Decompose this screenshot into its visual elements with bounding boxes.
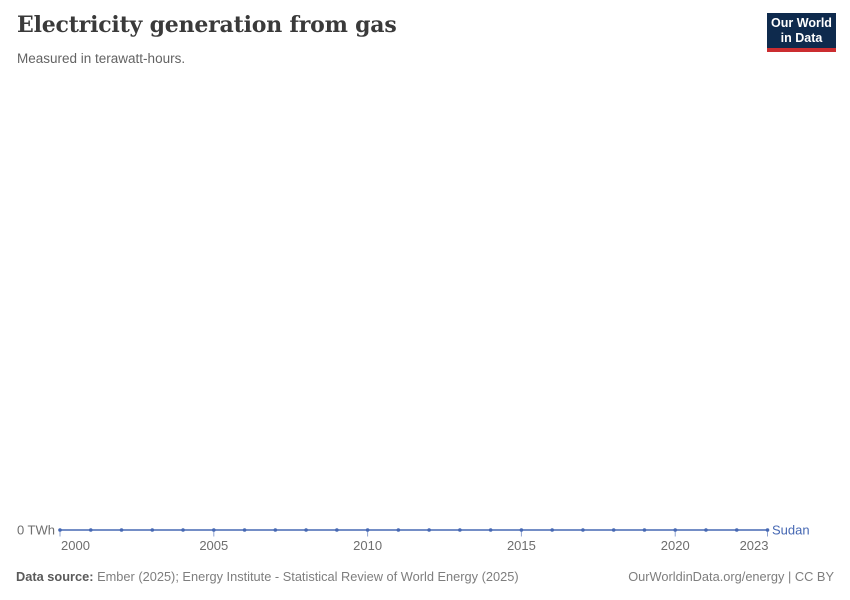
data-point[interactable] [581,528,585,532]
data-point[interactable] [765,528,770,532]
data-source-note: Data source: Ember (2025); Energy Instit… [16,569,519,584]
data-point[interactable] [119,528,124,532]
data-point[interactable] [365,528,370,532]
owid-logo[interactable]: Our World in Data [767,13,836,52]
data-point[interactable] [611,528,616,532]
data-point[interactable] [458,528,462,532]
owid-logo-line1: Our World [771,15,832,30]
data-point[interactable] [519,528,524,532]
x-axis-tick-label: 2000 [61,538,90,553]
data-point[interactable] [273,528,278,532]
x-axis-tick-label: 2010 [353,538,382,553]
y-axis-zero-label: 0 TWh [17,523,55,538]
data-point[interactable] [242,528,247,532]
data-point[interactable] [181,528,185,532]
data-point[interactable] [88,528,93,532]
data-point[interactable] [704,528,708,532]
series-label-sudan[interactable]: Sudan [772,523,810,538]
chart-footer: Data source: Ember (2025); Energy Instit… [16,569,834,584]
data-point[interactable] [550,528,554,532]
data-point[interactable] [488,528,493,532]
data-point[interactable] [396,528,401,532]
data-source-label: Data source: [16,569,94,584]
owid-license-link[interactable]: OurWorldinData.org/energy | CC BY [628,569,834,584]
data-source-text: Ember (2025); Energy Institute - Statist… [93,569,519,584]
data-point[interactable] [734,528,739,532]
x-axis-tick-label: 2020 [661,538,690,553]
data-point[interactable] [335,528,339,532]
data-point[interactable] [304,528,308,532]
data-point[interactable] [673,528,678,532]
x-axis-tick-label: 2005 [199,538,228,553]
chart-title: Electricity generation from gas [17,12,397,38]
data-point[interactable] [427,528,431,532]
owid-logo-line2: in Data [780,30,823,45]
data-point[interactable] [212,528,216,532]
data-point[interactable] [642,528,647,532]
data-point[interactable] [150,528,155,532]
data-point[interactable] [58,528,62,532]
x-axis-tick-label: 2023 [740,538,769,553]
chart-subtitle: Measured in terawatt-hours. [17,51,186,66]
x-axis-tick-label: 2015 [507,538,536,553]
